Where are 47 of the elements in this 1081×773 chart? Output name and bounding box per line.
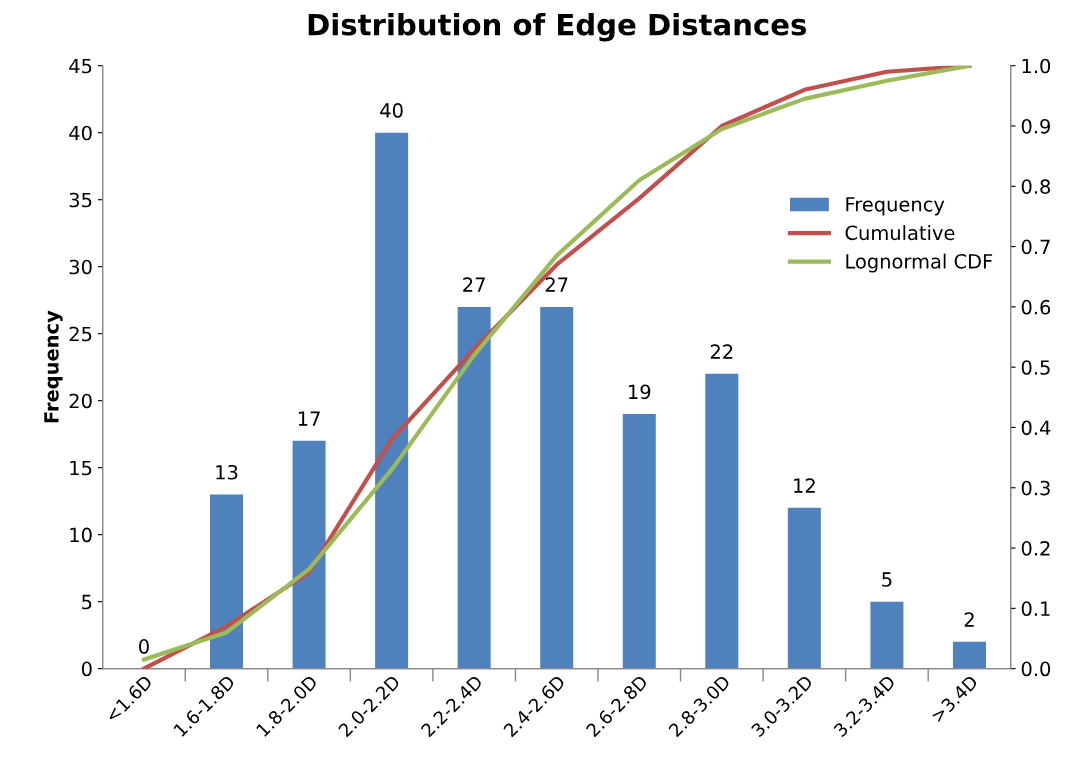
y2-tick-label: 0.0 <box>1021 661 1051 677</box>
y-tick-label: 15 <box>70 460 92 476</box>
y-tick-label: 20 <box>69 393 92 409</box>
y2-tick-label: 0.1 <box>1021 601 1050 617</box>
data-label: 40 <box>380 103 403 118</box>
data-label: 5 <box>882 572 892 587</box>
bar <box>375 132 409 669</box>
y-tick-label: 40 <box>69 125 92 141</box>
data-label: 22 <box>710 344 733 359</box>
y-tick-label: 5 <box>82 594 92 610</box>
y-tick-label: 10 <box>70 527 92 543</box>
y2-tick-label: 0.4 <box>1021 420 1051 436</box>
y-axis-title: Frequency <box>44 310 63 423</box>
chart-title: Distribution of Edge Distances <box>308 12 806 42</box>
y-tick-label: 30 <box>69 259 92 275</box>
bar <box>870 601 904 669</box>
y2-tick-label: 0.8 <box>1021 179 1051 194</box>
bar <box>540 306 574 669</box>
data-label: 0 <box>139 639 149 654</box>
y-tick-label: 25 <box>69 326 92 342</box>
bar <box>457 306 491 669</box>
data-label: 27 <box>545 277 568 292</box>
bar <box>210 494 244 669</box>
bar <box>952 641 986 669</box>
y2-tick-label: 0.3 <box>1021 480 1050 496</box>
y-tick-label: 35 <box>69 192 92 208</box>
y2-tick-label: 0.9 <box>1021 118 1051 134</box>
legend-label: Cumulative <box>845 225 955 241</box>
y-tick-label: 0 <box>81 661 92 677</box>
y-tick-label: 45 <box>69 58 92 74</box>
bar <box>622 414 656 669</box>
data-label: 17 <box>298 411 320 426</box>
data-label: 19 <box>629 384 651 400</box>
y2-tick-label: 0.7 <box>1021 239 1050 255</box>
legend-label: Lognormal CDF <box>846 253 993 273</box>
y2-tick-label: 0.2 <box>1021 541 1050 556</box>
legend-label: Frequency <box>846 197 945 216</box>
bar <box>787 507 821 669</box>
y2-tick-label: 1.0 <box>1022 58 1051 74</box>
data-label: 2 <box>964 612 974 627</box>
data-label: 27 <box>463 277 485 292</box>
bar <box>705 373 739 669</box>
y2-tick-label: 0.6 <box>1021 299 1051 315</box>
data-label: 12 <box>794 478 815 493</box>
data-label: 13 <box>216 464 238 480</box>
bar <box>292 440 326 669</box>
y2-tick-label: 0.5 <box>1021 360 1050 375</box>
